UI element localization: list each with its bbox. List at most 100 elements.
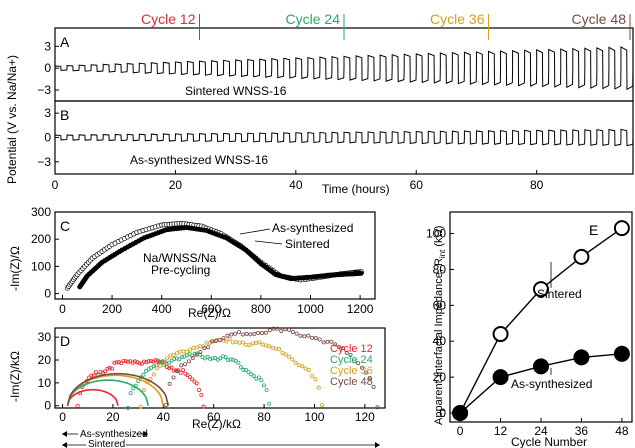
panel-d-point bbox=[225, 333, 230, 338]
y-tick-label: 300 bbox=[31, 205, 51, 219]
panel-c-as-synth-leader bbox=[239, 228, 271, 235]
x-tick-label: 600 bbox=[201, 302, 221, 316]
panel-d-point bbox=[263, 343, 268, 348]
panel-d-point bbox=[191, 345, 196, 350]
panel-d-point bbox=[205, 354, 210, 359]
y-tick-label: −3 bbox=[37, 155, 51, 169]
x-tick-label: 800 bbox=[251, 302, 271, 316]
panel-e-point bbox=[492, 369, 509, 386]
panel-d-point bbox=[114, 360, 119, 365]
panel-d-legend-cycle-12: Cycle 12 bbox=[330, 343, 373, 355]
panel-d-point bbox=[263, 330, 268, 335]
panel-d-point bbox=[296, 363, 301, 368]
panel-a-y-ticks: 3 0 −3 bbox=[37, 39, 59, 97]
panel-d-point bbox=[112, 360, 117, 365]
as-synthesized-range-label: As-synthesized bbox=[80, 429, 148, 440]
panel-ab-y-axis-label: Potential (V vs. Na/Na+) bbox=[5, 55, 19, 184]
y-tick-label: 60 bbox=[433, 298, 447, 312]
x-tick-label: 60 bbox=[410, 178, 424, 192]
panel-d-point bbox=[188, 347, 193, 352]
x-tick-label: 80 bbox=[530, 178, 544, 192]
panel-d-point bbox=[217, 337, 222, 342]
panel-d-point bbox=[119, 361, 124, 366]
x-tick-label: 0 bbox=[52, 178, 59, 192]
panel-d-point bbox=[230, 340, 235, 345]
y-tick-label: 30 bbox=[38, 330, 52, 344]
panel-d-label: D bbox=[60, 333, 70, 349]
y-tick-label: 40 bbox=[433, 334, 447, 348]
panel-d-point bbox=[156, 360, 161, 365]
panel-e-point bbox=[492, 326, 509, 343]
panel-a-cycle-markers: Cycle 12 Cycle 24 Cycle 36 Cycle 48 bbox=[141, 11, 631, 40]
panel-d-point bbox=[260, 342, 265, 347]
panel-d-point bbox=[148, 359, 153, 364]
panel-d-point bbox=[110, 366, 115, 371]
panel-e-points bbox=[452, 220, 630, 422]
panel-d-point bbox=[275, 326, 280, 331]
cycle-marker-label: Cycle 24 bbox=[286, 11, 341, 27]
panel-e: E 0 12 24 36 48 0 20 40 60 80 100 Sintered As-synt… bbox=[426, 211, 633, 448]
y-tick-label: 100 bbox=[426, 227, 446, 241]
panel-d-point bbox=[198, 349, 203, 354]
panel-d-point bbox=[259, 378, 264, 383]
panel-d-point bbox=[181, 368, 186, 373]
panel-d-point bbox=[194, 381, 199, 386]
panel-d-point bbox=[186, 359, 191, 364]
x-tick-label: 12 bbox=[494, 424, 508, 438]
panel-e-point bbox=[573, 248, 590, 265]
panel-d-point bbox=[208, 356, 213, 361]
y-tick-label: 10 bbox=[38, 376, 52, 390]
y-tick-label: 80 bbox=[433, 262, 447, 276]
sintered-arrowhead-left bbox=[62, 442, 67, 448]
panel-d-point bbox=[179, 363, 184, 368]
panel-d-point bbox=[256, 375, 261, 380]
panel-c-y-axis-label: -Im(Z)/Ω bbox=[8, 246, 22, 291]
panel-d-point bbox=[352, 359, 357, 364]
panel-d-point bbox=[240, 332, 245, 337]
panel-d-point bbox=[244, 331, 249, 336]
panel-d-point bbox=[174, 351, 179, 356]
panel-e-series-sintered: Sintered bbox=[537, 287, 582, 301]
panel-d-point bbox=[293, 360, 298, 365]
panel-d-point bbox=[271, 326, 276, 331]
panel-d-point bbox=[273, 346, 278, 351]
sintered-arrowhead-right bbox=[375, 442, 380, 448]
panel-d-point bbox=[237, 340, 242, 345]
x-tick-label: 400 bbox=[152, 302, 172, 316]
panel-c-series-sintered: Sintered bbox=[285, 237, 330, 251]
panel-d-legend-cycle-36: Cycle 36 bbox=[330, 365, 373, 377]
panel-d-point bbox=[167, 365, 172, 370]
panel-d-point bbox=[132, 359, 137, 364]
panel-d-point bbox=[313, 336, 318, 341]
y-tick-label: 3 bbox=[44, 106, 51, 120]
panel-b-label: B bbox=[60, 107, 69, 123]
panel-d-point bbox=[336, 345, 341, 350]
panel-d-point bbox=[139, 361, 144, 366]
panel-d-point bbox=[257, 340, 262, 345]
panel-c-annotation-line-1: Na/WNSS/Na bbox=[143, 251, 217, 265]
panel-d-point bbox=[107, 366, 112, 371]
panel-d-point bbox=[202, 346, 207, 351]
as-synthesized-arrowhead-right bbox=[143, 431, 148, 437]
panel-d-point bbox=[155, 366, 160, 371]
cycle-marker-label: Cycle 36 bbox=[430, 11, 485, 27]
x-tick-label: 0 bbox=[457, 424, 464, 438]
panel-d-point bbox=[247, 343, 252, 348]
panel-a: A 30−3 Cycle 12 Cycle 24 Cycle 36 Cycle 48 … bbox=[37, 11, 634, 102]
x-tick-label: 100 bbox=[304, 410, 324, 424]
panel-d-point bbox=[213, 339, 218, 344]
panel-d-point bbox=[287, 354, 292, 359]
panel-d-ticks: 0 20 40 60 80 100 120 0 10 20 30 bbox=[38, 330, 376, 424]
sintered-range-label: Sintered bbox=[88, 439, 125, 448]
panel-d-point bbox=[218, 356, 223, 361]
panel-d-point bbox=[290, 357, 295, 362]
x-tick-label: 40 bbox=[289, 178, 303, 192]
panel-d-point bbox=[316, 385, 321, 390]
x-tick-label: 20 bbox=[106, 410, 120, 424]
x-tick-label: 48 bbox=[615, 424, 629, 438]
panel-d-point bbox=[360, 365, 365, 370]
panel-d-point bbox=[246, 370, 251, 375]
panel-d-legend-cycle-24: Cycle 24 bbox=[330, 354, 373, 366]
y-tick-label: 0 bbox=[44, 131, 51, 145]
